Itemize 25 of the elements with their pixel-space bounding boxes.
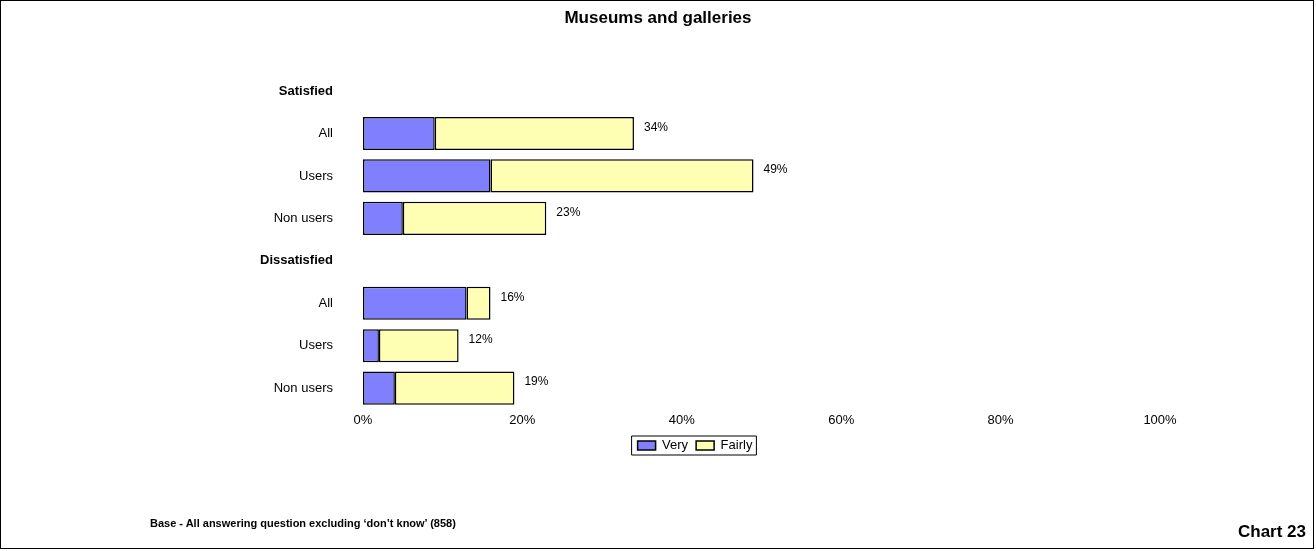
y-tick-label: Users	[299, 167, 334, 183]
y-tick-label: Non users	[273, 209, 334, 225]
y-tick-label: Dissatisfied	[259, 252, 334, 268]
y-tick-label: Users	[299, 337, 334, 353]
x-tick-label: 40%	[668, 411, 696, 427]
y-tick-label: All	[318, 294, 334, 310]
x-tick-label: 0%	[353, 411, 373, 427]
x-tick-label: 60%	[828, 411, 855, 427]
x-tick-label: 100%	[1143, 411, 1178, 427]
legend-label: Very	[662, 437, 689, 453]
y-tick-label: All	[318, 125, 334, 141]
y-tick-label: Satisfied	[278, 82, 334, 98]
total-label: 49%	[763, 162, 788, 177]
y-tick-label: Non users	[273, 379, 334, 395]
total-label: 16%	[500, 289, 525, 304]
x-tick-label: 20%	[509, 411, 536, 427]
legend-label: Fairly	[720, 437, 753, 453]
chart-title: Museums and galleries	[563, 8, 753, 28]
total-label: 19%	[524, 374, 549, 389]
x-tick-label: 80%	[987, 411, 1015, 427]
text: Base - All answering question excluding ‘don’t know’ (858)	[150, 517, 456, 529]
caption: Chart 23	[1237, 522, 1306, 542]
total-label: 23%	[556, 204, 581, 219]
total-label: 12%	[468, 332, 493, 347]
total-label: 34%	[643, 119, 669, 134]
